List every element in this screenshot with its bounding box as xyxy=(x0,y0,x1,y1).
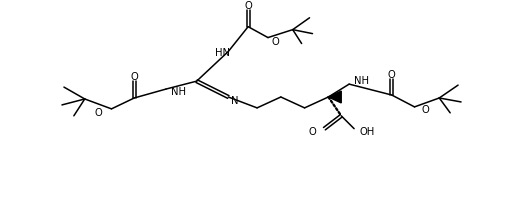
Text: HN: HN xyxy=(215,49,230,58)
Text: O: O xyxy=(388,70,396,80)
Text: O: O xyxy=(421,105,429,115)
Text: O: O xyxy=(244,1,252,11)
Text: O: O xyxy=(130,72,138,82)
Text: O: O xyxy=(309,127,317,137)
Text: OH: OH xyxy=(359,127,375,137)
Text: N: N xyxy=(230,96,238,106)
Text: O: O xyxy=(95,108,103,118)
Text: NH: NH xyxy=(354,76,369,86)
Text: NH: NH xyxy=(171,87,186,97)
Polygon shape xyxy=(328,91,341,103)
Text: O: O xyxy=(272,37,280,47)
